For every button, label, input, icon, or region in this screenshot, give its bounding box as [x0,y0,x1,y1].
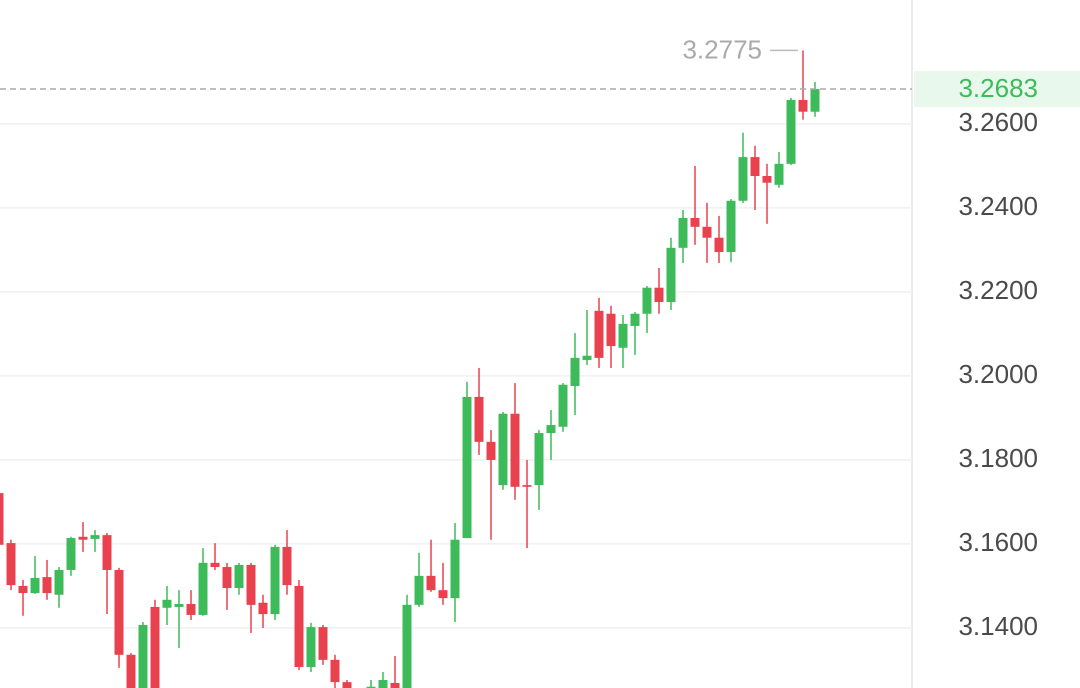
last-price-badge [914,71,1080,108]
candle-body [318,627,328,660]
candle-body [570,357,580,387]
candle-body [378,680,388,688]
candle-body [786,99,796,164]
candle-body [498,413,508,486]
y-tick-label: 3.2200 [958,275,1038,305]
candle-body [414,575,424,605]
candle-body [522,485,532,487]
candle-body [606,313,616,347]
y-tick-label: 3.1800 [958,443,1038,473]
y-tick-label: 3.2000 [958,359,1038,389]
candle-body [678,217,688,248]
candle-body [474,396,484,442]
candle-body [486,441,496,460]
candle-body [690,217,700,227]
candle-body [702,226,712,238]
candle-body [366,686,376,688]
candle-body [402,604,412,688]
candle-body [54,569,64,595]
candle-body [534,433,544,486]
candle-body [174,603,184,607]
candle-body [666,247,676,302]
candle-body [642,287,652,314]
candle-body [762,175,772,183]
candle-body [258,602,268,615]
candle-body [210,562,220,568]
candle-body [186,603,196,615]
candle-body [774,163,784,185]
high-marker-label: 3.2775 [682,34,762,64]
candle-body [246,564,256,605]
candle-body [582,355,592,360]
y-tick-label: 3.1400 [958,611,1038,641]
candle-body [726,200,736,253]
candle-body [306,627,316,667]
candle-body [18,585,28,594]
candle-body [450,539,460,599]
candle-body [114,569,124,655]
candle-body [558,384,568,427]
y-tick-label: 3.2400 [958,191,1038,221]
candle-body [6,543,16,586]
candle-body [330,659,340,683]
candle-body [462,396,472,539]
candle-body [138,624,148,688]
candle-body [738,157,748,201]
candle-body [162,599,172,608]
candle-body [426,575,436,591]
candle-body [150,606,160,688]
candle-body [126,654,136,688]
candle-body [342,682,352,688]
candle-body [438,590,448,599]
candle-body [198,562,208,615]
candle-body [66,538,76,570]
candle-body [294,585,304,667]
candle-body [42,577,52,594]
y-tick-label: 3.1600 [958,527,1038,557]
candle-body [30,577,40,594]
candle-body [222,567,232,589]
y-tick-label: 3.2600 [958,107,1038,137]
candle-body [102,535,112,570]
last-price-label: 3.2683 [958,73,1038,103]
candle-body [234,564,244,589]
candle-body [90,535,100,539]
candle-body [798,99,808,112]
candle-body [594,310,604,358]
candle-body [630,313,640,326]
candle-body [618,323,628,348]
candle-body [714,237,724,253]
candle-body [546,425,556,434]
candle-body [270,546,280,615]
candle-body [282,546,292,586]
candle-body [810,89,820,112]
candle-body [390,682,400,688]
candle-body [750,157,760,176]
candle-body [510,413,520,487]
candle-body [654,287,664,302]
candle-body [0,493,4,545]
candle-body [78,536,88,540]
